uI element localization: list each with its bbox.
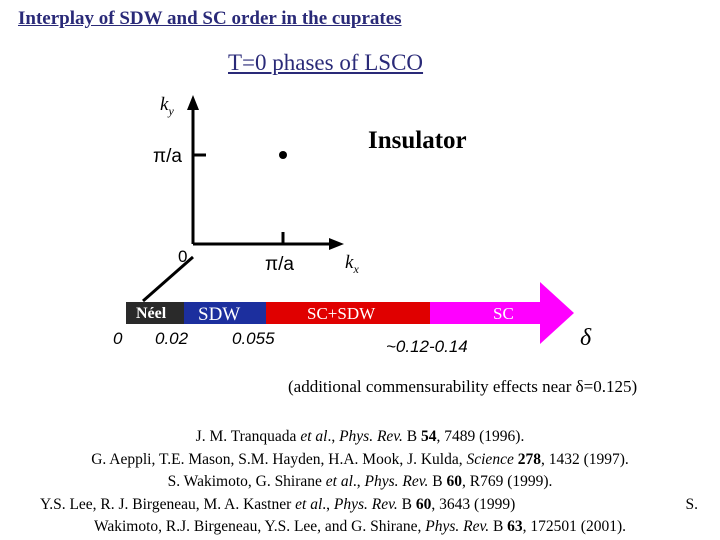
x-tick-label: π/a — [265, 254, 294, 275]
y-tick-label: π/a — [153, 146, 182, 167]
page-subtitle: T=0 phases of LSCO — [228, 50, 424, 75]
reference-item: Y.S. Lee, R. J. Birgeneau, M. A. Kastner… — [40, 495, 698, 513]
svg-text:kx: kx — [345, 252, 359, 276]
reference-item: Wakimoto, R.J. Birgeneau, Y.S. Lee, and … — [93, 518, 626, 535]
phase-segment-sc — [430, 282, 574, 344]
page-title: Interplay of SDW and SC order in the cup… — [18, 8, 402, 29]
svg-text:ky: ky — [160, 94, 174, 118]
kx-label: k — [345, 252, 354, 273]
pointer-line — [142, 255, 194, 303]
reference-item: S. Wakimoto, G. Shirane et al., Phys. Re… — [167, 473, 553, 490]
phase-segment-sdw — [184, 302, 266, 324]
tick-label-0-055: 0.055 — [232, 329, 275, 348]
origin-label: 0 — [178, 247, 187, 266]
commensurability-note: (additional commensurability effects nea… — [288, 377, 638, 396]
tick-label-0-12-0-14: ~0.12-0.14 — [386, 337, 468, 356]
ky-arrowhead — [187, 95, 199, 110]
kx-subscript: x — [352, 262, 359, 276]
tick-label-0-02: 0.02 — [155, 329, 189, 348]
sc-label: SC — [493, 304, 514, 323]
wavevector-dot — [279, 151, 287, 159]
references-list: J. M. Tranquada et al., Phys. Rev. B 54,… — [0, 426, 720, 539]
kx-arrowhead — [329, 238, 344, 250]
phase-segment-sc-sdw — [266, 302, 430, 324]
reference-item: J. M. Tranquada et al., Phys. Rev. B 54,… — [195, 428, 525, 445]
sc-sdw-label: SC+SDW — [307, 304, 376, 323]
reference-item: G. Aeppli, T.E. Mason, S.M. Hayden, H.A.… — [91, 450, 629, 468]
phase-segment-neel — [126, 302, 184, 324]
ky-label: k — [160, 94, 169, 115]
phase-diagram: ky kx π/a π/a 0 Insulator Néel SDW SC+SD… — [113, 94, 592, 356]
insulator-label: Insulator — [368, 127, 467, 154]
ky-subscript: y — [167, 104, 174, 118]
delta-axis-label: δ — [580, 325, 592, 351]
sdw-label: SDW — [198, 304, 240, 325]
neel-label: Néel — [136, 305, 167, 322]
tick-label-0: 0 — [113, 329, 123, 348]
